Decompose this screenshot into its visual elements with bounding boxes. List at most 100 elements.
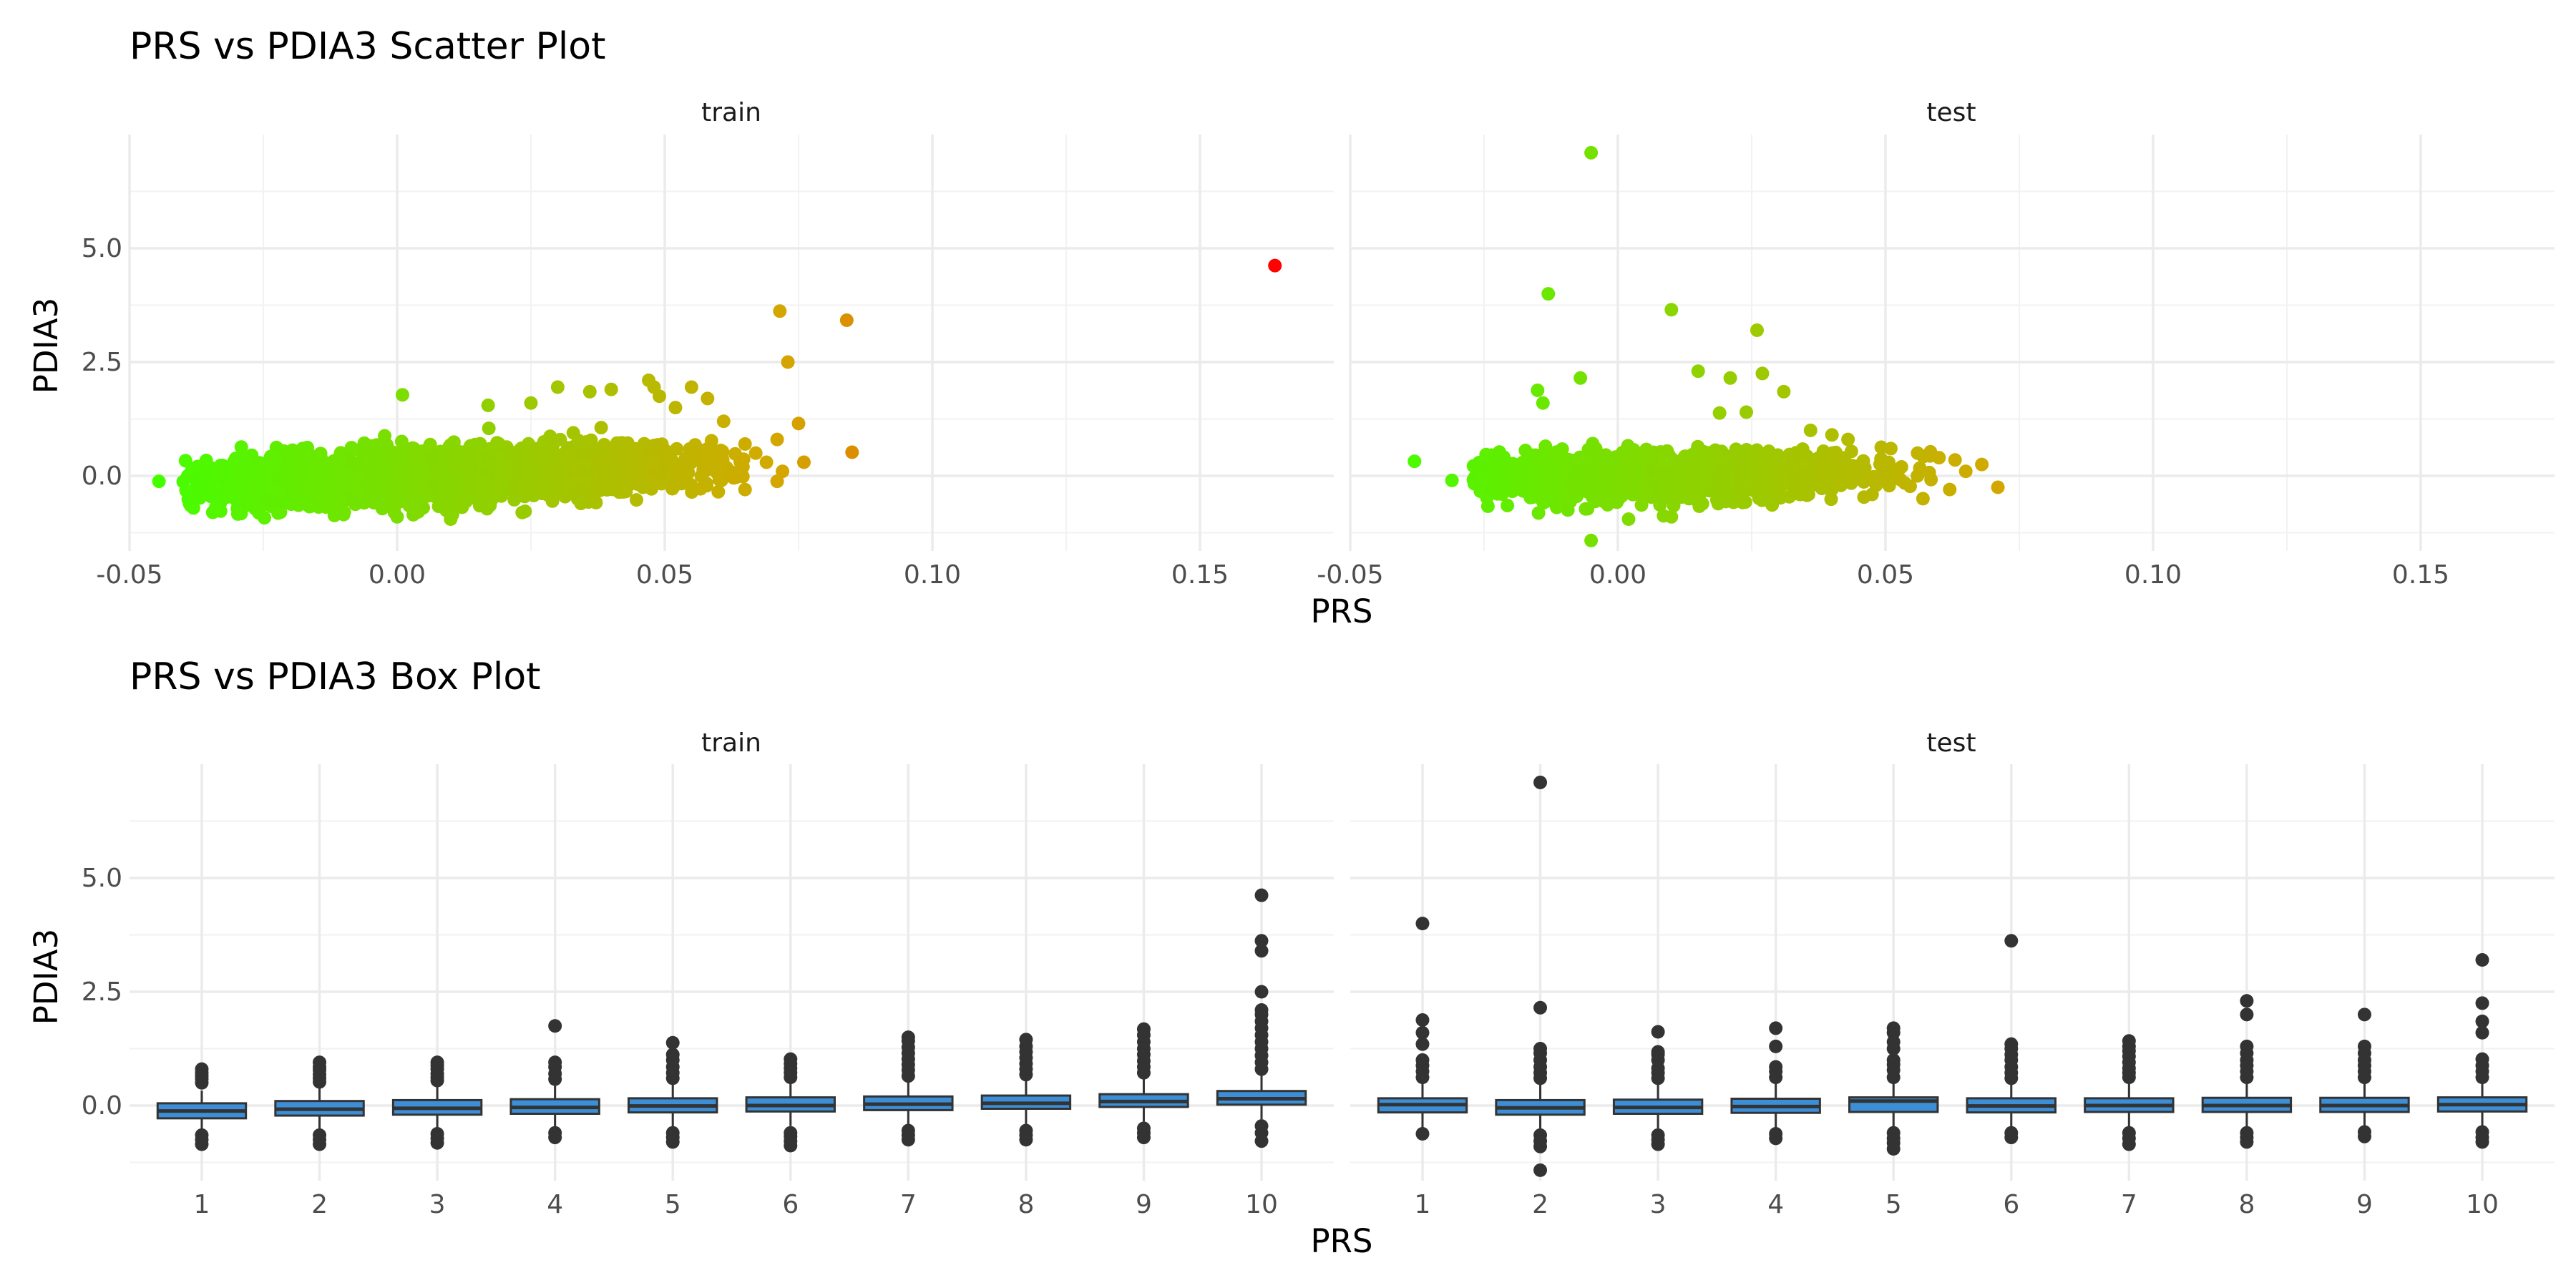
scatter-point	[206, 487, 220, 501]
x-tick-label: 2	[1532, 1190, 1548, 1219]
scatter-point	[791, 416, 806, 431]
scatter-point	[1574, 371, 1588, 385]
scatter-point	[1712, 406, 1727, 420]
box-outlier	[1769, 1131, 1783, 1146]
scatter-point	[647, 456, 661, 470]
x-tick-label: 5	[665, 1190, 681, 1219]
scatter-point	[1772, 475, 1786, 489]
box-outlier	[1769, 1039, 1783, 1053]
scatter-point	[748, 446, 763, 460]
scatter-point	[220, 490, 235, 504]
scatter-point	[1653, 498, 1667, 512]
box-outlier	[2240, 1039, 2254, 1053]
scatter-point	[1828, 445, 1843, 459]
box-outlier	[1533, 1042, 1548, 1056]
scatter-point	[462, 487, 477, 502]
box-outlier	[1886, 1141, 1901, 1156]
scatter-point	[1584, 533, 1599, 547]
box-outlier	[901, 1133, 915, 1147]
scatter-point	[472, 499, 487, 513]
scatter-point	[845, 445, 859, 459]
box-outlier	[2004, 1131, 2019, 1145]
box-outlier	[2240, 994, 2254, 1008]
scatter-point	[546, 466, 560, 480]
scatter-point	[1878, 474, 1893, 488]
scatter-point	[306, 499, 320, 513]
box-outlier	[1254, 1002, 1269, 1017]
box-outlier	[784, 1138, 798, 1153]
scatter-point	[1911, 469, 1925, 483]
x-tick-label: 0.00	[1589, 560, 1646, 590]
scatter-point	[1581, 469, 1596, 484]
x-tick-label: 0.15	[1171, 560, 1229, 590]
scatter-point	[1407, 454, 1422, 469]
scatter-point	[711, 484, 726, 499]
box-outlier	[313, 1137, 327, 1151]
x-tick-label: 6	[782, 1190, 799, 1219]
scatter-point	[1661, 474, 1675, 489]
y-tick-label: 5.0	[82, 864, 122, 893]
scatter-point	[1898, 476, 1912, 490]
scatter-point	[463, 439, 477, 453]
box-outlier	[2475, 953, 2489, 967]
x-tick-label: 2	[311, 1190, 328, 1219]
x-tick-label: 6	[2003, 1190, 2019, 1219]
scatter-point	[444, 512, 458, 526]
scatter-point	[1531, 383, 1545, 397]
box-outlier	[2240, 1135, 2254, 1149]
scatter-point	[1777, 384, 1791, 399]
scatter-point	[670, 441, 684, 456]
box-outlier	[1254, 1134, 1269, 1148]
scatter-point	[1825, 428, 1839, 442]
scatter-point	[1948, 453, 1962, 467]
box-outlier	[665, 1035, 680, 1050]
scatter-point	[308, 464, 323, 479]
scatter-point	[336, 507, 351, 522]
scatter-point	[484, 458, 498, 472]
scatter-point	[367, 496, 381, 510]
scatter-point	[1523, 483, 1537, 497]
x-tick-label: 4	[547, 1190, 563, 1219]
x-tick-label: 4	[1767, 1190, 1784, 1219]
scatter-point	[426, 450, 440, 464]
x-tick-label: -0.05	[1317, 560, 1383, 590]
scatter-point	[381, 490, 396, 504]
scatter-point	[197, 469, 212, 483]
scatter-point	[1541, 483, 1555, 497]
scatter-point	[258, 511, 272, 525]
boxplot-strip-test: test	[1926, 728, 1976, 758]
box-outlier	[665, 1135, 680, 1149]
scatter-point	[1479, 447, 1493, 462]
scatter-point	[1541, 287, 1556, 301]
scatter-point	[597, 437, 611, 452]
box-outlier	[1533, 775, 1548, 789]
scatter-point	[1621, 512, 1636, 526]
scatter-point	[609, 446, 623, 460]
scatter-point	[296, 441, 310, 456]
box-outlier	[2475, 1135, 2489, 1149]
x-tick-label: 8	[2238, 1190, 2255, 1219]
x-tick-label: 10	[2466, 1190, 2499, 1219]
box-outlier	[2004, 1037, 2019, 1051]
box-outlier	[2475, 1014, 2489, 1028]
scatter-point	[218, 472, 232, 487]
box-outlier	[1533, 1139, 1548, 1153]
scatter-point	[1916, 492, 1930, 506]
scatter-point	[316, 487, 331, 501]
scatter-point	[1664, 509, 1679, 524]
box-outlier	[1415, 917, 1430, 931]
scatter-point	[152, 474, 166, 489]
scatter-point	[273, 485, 287, 499]
scatter-point	[683, 457, 697, 471]
scatter-point	[1685, 447, 1699, 462]
box-outlier	[2475, 996, 2489, 1010]
box-outlier	[1769, 1021, 1783, 1035]
scatter-point	[773, 304, 787, 318]
scatter-point	[199, 453, 213, 467]
scatter-point	[1531, 506, 1546, 520]
box-outlier	[430, 1136, 444, 1150]
scatter-point	[1723, 371, 1737, 385]
scatter-point	[326, 484, 341, 498]
scatter-point	[594, 454, 608, 468]
scatter-point	[327, 457, 341, 471]
